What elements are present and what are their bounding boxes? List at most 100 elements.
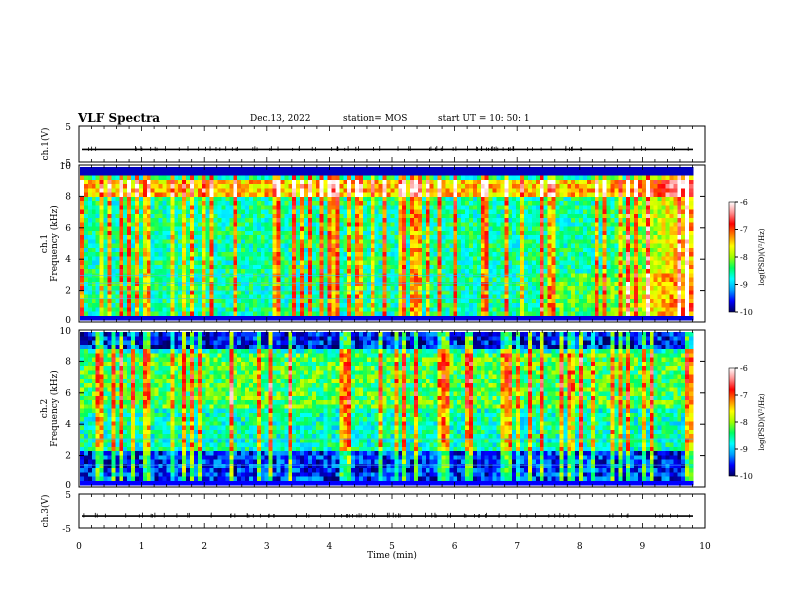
ch1-spectrogram-cell <box>80 192 85 198</box>
ch1-spectrogram-cell <box>111 226 116 232</box>
ch1-spectrogram-cell <box>182 196 187 202</box>
ch1-spectrogram-cell <box>260 252 265 257</box>
ch1-spectrogram-cell <box>351 281 356 287</box>
ch1-spectrogram-cell <box>504 252 509 257</box>
ch1-spectrogram-cell <box>186 192 191 198</box>
ch1-spectrogram-cell <box>520 167 525 172</box>
ch1-spectrogram-cell <box>386 235 391 240</box>
ch1-spectrogram-cell <box>429 315 434 321</box>
ch1-spectrogram-cell <box>374 192 379 198</box>
ch1-spectrogram-cell <box>221 243 226 249</box>
ch1-spectrogram-cell <box>598 243 603 249</box>
ch1-spectrogram-cell <box>520 252 525 257</box>
ch1-spectrogram-cell <box>307 290 313 295</box>
ch1-spectrogram-cell <box>138 264 144 270</box>
ch1-spectrogram-cell <box>516 201 521 206</box>
ch1-spectrogram-cell <box>300 218 305 223</box>
ch1-spectrogram-cell <box>260 222 265 227</box>
ch1-spectrogram-cell <box>237 205 242 210</box>
ch1-spectrogram-cell <box>386 188 391 193</box>
ch1-spectrogram-cell <box>343 277 348 283</box>
ch1-spectrogram-cell <box>520 235 525 240</box>
ch1-spectrogram-cell <box>347 188 352 193</box>
ch1-spectrogram-cell <box>378 290 383 295</box>
ch1-spectrogram-cell <box>425 205 431 210</box>
ch1-spectrogram-cell <box>480 307 486 312</box>
ch1-spectrogram-cell <box>123 256 128 261</box>
ch1-spectrogram-cell <box>111 277 116 283</box>
ch1-spectrogram-cell <box>80 175 85 181</box>
ch1-spectrogram-cell <box>524 239 529 244</box>
ch1-spectrogram-cell <box>311 269 317 274</box>
ch1-spectrogram-cell <box>87 256 93 261</box>
ch1-spectrogram-cell <box>197 239 203 244</box>
ch1-spectrogram-cell <box>476 277 482 283</box>
ch1-spectrogram-cell <box>417 315 423 321</box>
ch1-spectrogram-cell <box>111 222 116 227</box>
ch1-voltage-ylabel: ch.1(V) <box>40 128 51 161</box>
ch1-spectrogram-cell <box>370 307 376 312</box>
ch1-spectrogram-cell <box>170 294 175 300</box>
ch1-spectrogram-cell <box>417 256 423 261</box>
ch1-spectrogram-cell <box>307 192 313 198</box>
ch1-spectrogram-cell <box>142 311 148 317</box>
ch1-spectrogram-cell <box>551 252 556 257</box>
ch1-spectrogram-cell <box>127 192 132 198</box>
ch1-spectrogram-cell <box>524 243 529 249</box>
ch1-spectrogram-cell <box>150 175 155 181</box>
ch1-spectrogram-cell <box>264 235 269 240</box>
ch1-spectrogram-cell <box>252 175 258 181</box>
ch1-spectrogram-cell <box>351 188 356 193</box>
ch1-spectrogram-cell <box>417 303 423 308</box>
ch1-spectrogram-cell <box>590 218 596 223</box>
ch1-spectrogram-cell <box>598 264 603 270</box>
ch1-spectrogram-cell <box>394 196 399 202</box>
ch1-spectrogram-cell <box>241 175 246 181</box>
ch1-spectrogram-cell <box>131 311 136 317</box>
ch1-spectrogram-cell <box>457 196 462 202</box>
ch1-spectrogram-cell <box>225 243 230 249</box>
ch1-spectrogram-cell <box>484 192 489 198</box>
ch1-spectrogram-cell <box>355 167 360 172</box>
ch1-spectrogram-cell <box>516 179 521 185</box>
ch1-spectrogram-cell <box>182 205 187 210</box>
ch1-spectrogram-cell <box>370 277 376 283</box>
ch1-spectrogram-cell <box>472 286 478 291</box>
ch1-spectrogram-cell <box>103 298 108 304</box>
ch1-spectrogram-cell <box>300 179 305 185</box>
ch1-spectrogram-cell <box>453 281 458 287</box>
ch1-spectrogram-cell <box>590 315 596 321</box>
ch1-spectrogram-cell <box>351 269 356 274</box>
ch1-spectrogram-cell <box>237 201 242 206</box>
ch1-spectrogram-cell <box>563 294 568 300</box>
ch1-spectrogram-cell <box>508 205 513 210</box>
ch1-spectrogram-cell <box>91 226 97 232</box>
ch1-spectrogram-cell <box>465 298 470 304</box>
ch1-spectrogram-cell <box>103 294 108 300</box>
ch1-spectrogram-cell <box>174 311 179 317</box>
ch1-spectrogram-cell <box>331 260 336 266</box>
ch1-spectrogram-cell <box>543 226 548 232</box>
ch1-spectrogram-cell <box>382 247 387 253</box>
ch1-spectrogram-cell <box>213 171 218 176</box>
ch1-spectrogram-cell <box>496 226 501 232</box>
ch1-spectrogram-cell <box>421 222 427 227</box>
ch1-spectrogram-cell <box>162 213 167 219</box>
ch1-spectrogram-cell <box>547 256 552 261</box>
ch1-spectrogram-cell <box>496 175 501 181</box>
ch1-spectrogram-cell <box>374 235 379 240</box>
ch1-spectrogram-cell <box>594 179 599 185</box>
ch1-spectrogram-cell <box>170 192 175 198</box>
ch1-spectrogram-cell <box>358 281 364 287</box>
ch1-spectrogram-cell <box>343 256 348 261</box>
ch1-spectrogram-cell <box>272 226 277 232</box>
ch1-spectrogram-cell <box>362 252 368 257</box>
ch1-spectrogram-cell <box>355 188 360 193</box>
ch1-spectrogram-cell <box>520 260 525 266</box>
ch1-spectrogram-cell <box>508 196 513 202</box>
ch1-spectrogram-cell <box>480 286 486 291</box>
ch1-spectrogram-cell <box>280 218 285 223</box>
ch1-spectrogram-cell <box>319 209 324 215</box>
ch1-spectrogram-cell <box>370 303 376 308</box>
ch1-spectrogram-cell <box>512 307 517 312</box>
